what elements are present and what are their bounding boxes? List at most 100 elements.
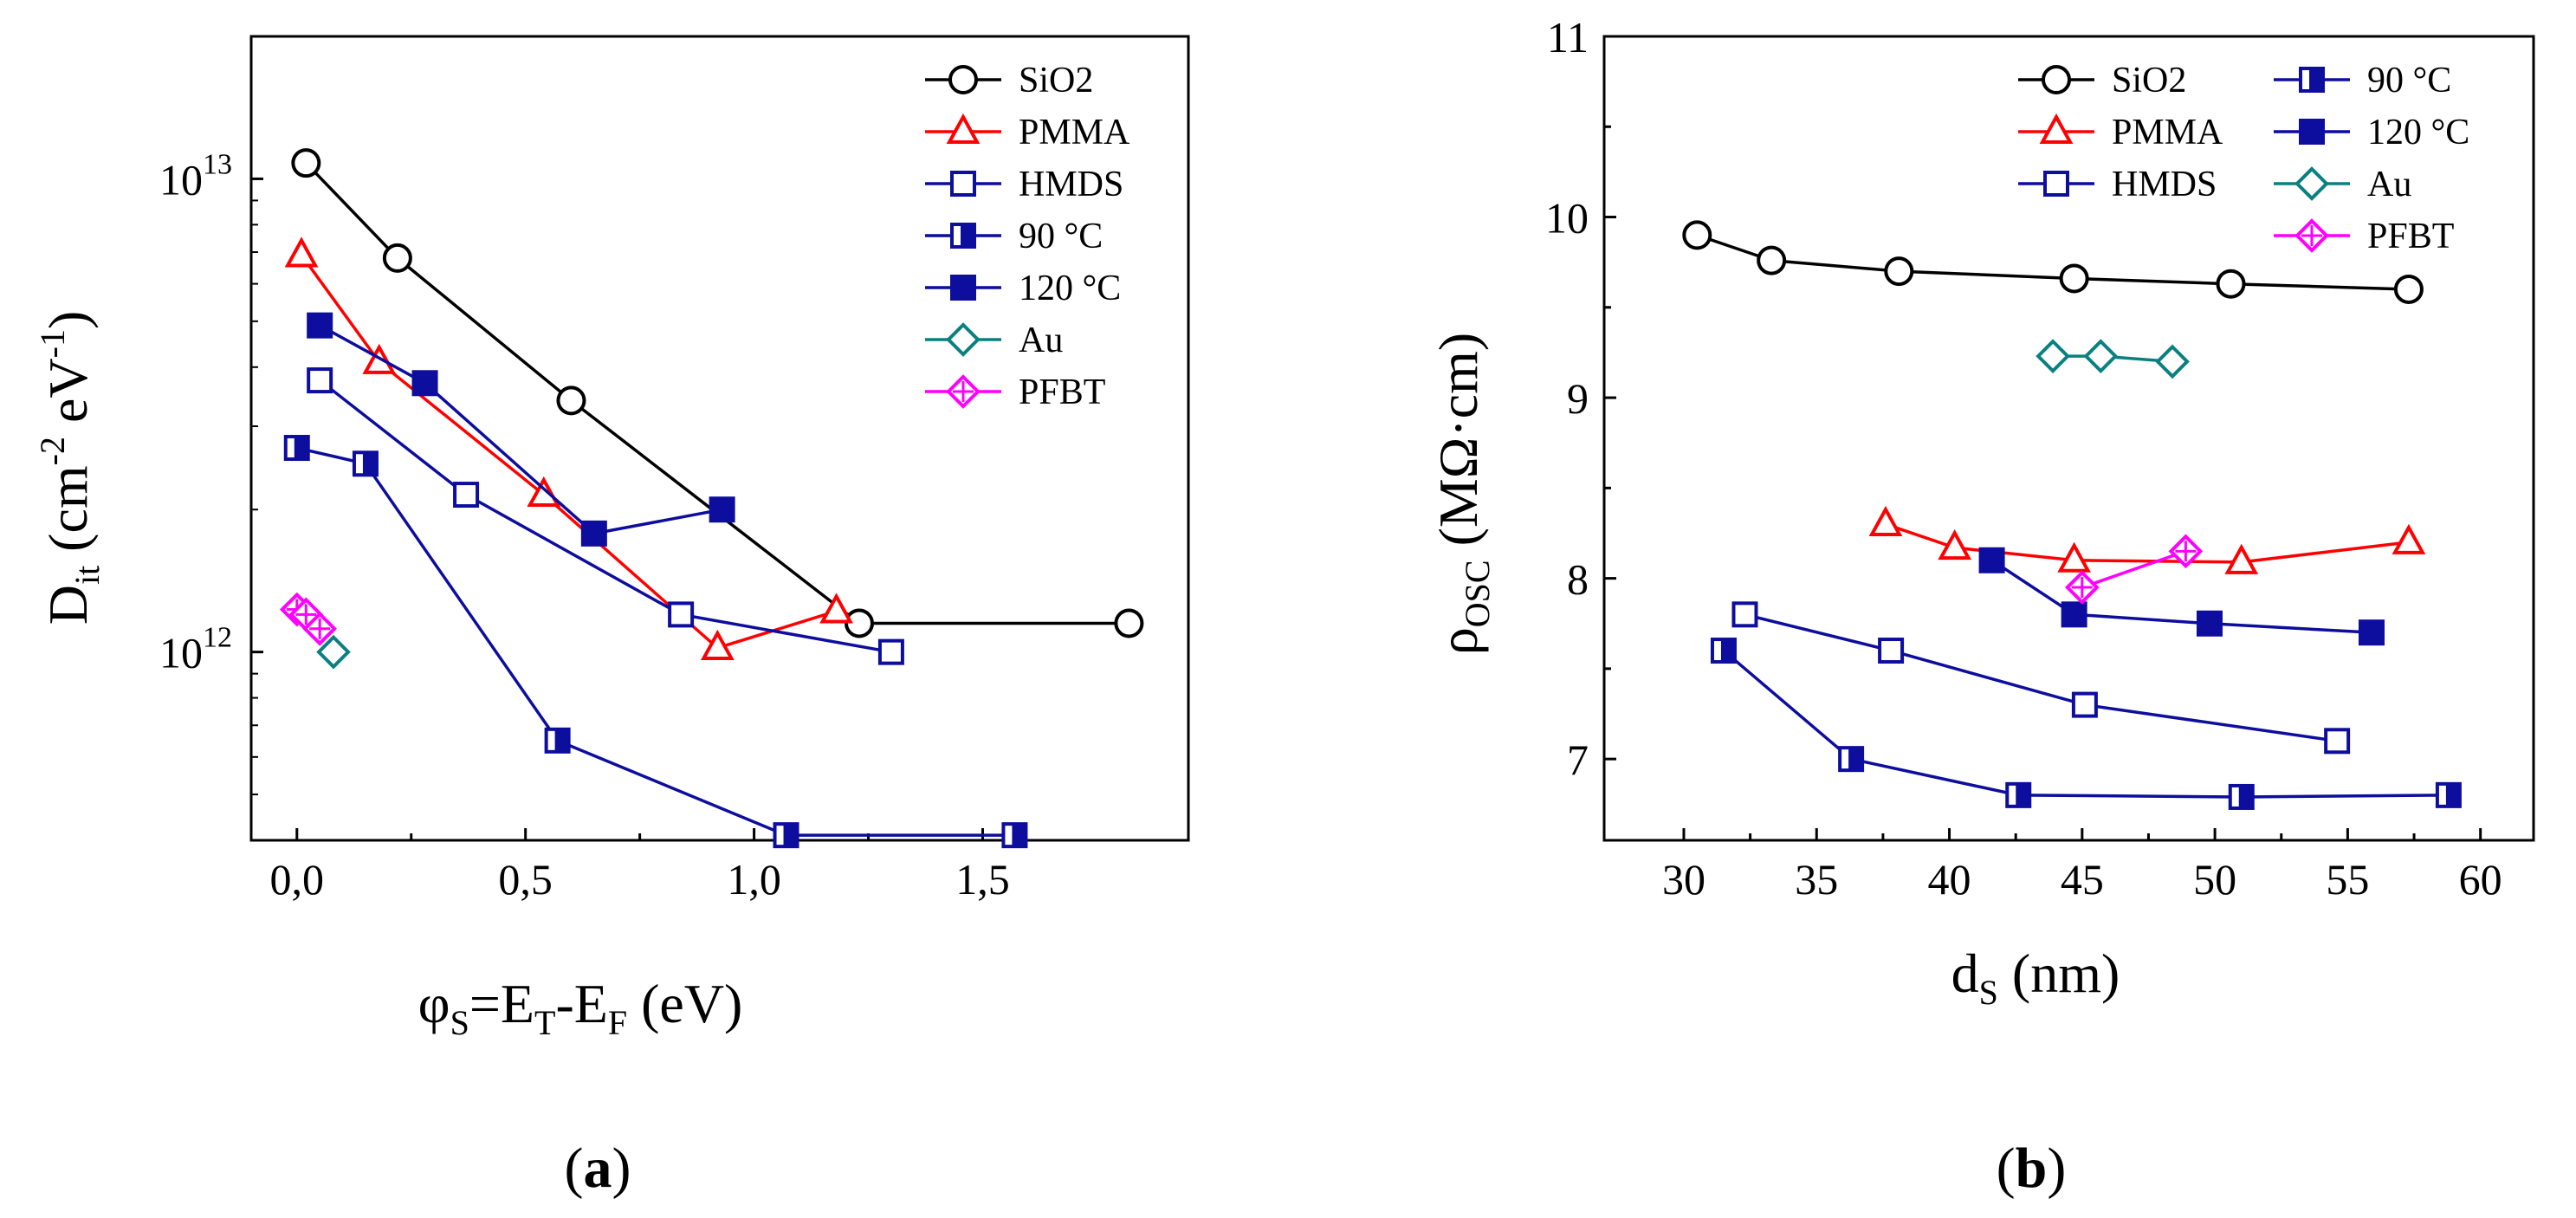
data-point	[362, 343, 397, 374]
y-tick-label: 9	[1567, 374, 1589, 423]
data-point	[382, 243, 412, 273]
legend-item-90-c: 90 °C	[2274, 61, 2451, 100]
legend-marker	[950, 223, 976, 249]
data-point	[1938, 529, 1972, 560]
series-pmma	[284, 236, 853, 660]
data-point	[709, 496, 735, 523]
data-point	[773, 822, 799, 849]
data-point	[700, 629, 735, 660]
data-point	[284, 236, 319, 268]
data-point	[307, 312, 333, 339]
series-sio2	[291, 148, 1144, 638]
legend-marker	[948, 65, 978, 94]
legend-label: 90 °C	[1019, 217, 1103, 256]
legend-label: SiO2	[1019, 61, 1093, 100]
data-point	[1682, 220, 1712, 250]
y-tick-label: 7	[1567, 735, 1589, 784]
data-point	[283, 435, 310, 462]
data-point	[1884, 256, 1914, 287]
legend-label: HMDS	[1019, 165, 1123, 204]
panel-b-plot-area: 30 35 40 45 50 55 60 7 8 9 10 11 SiO2 PMMA HMDS 90 °C 12…	[1545, 13, 2535, 904]
data-point	[580, 520, 607, 547]
series-120-c	[307, 312, 735, 547]
legend-item-au: Au	[2274, 165, 2411, 204]
data-point	[316, 634, 351, 670]
data-point	[1978, 547, 2005, 573]
data-point	[2324, 728, 2351, 755]
legend-marker	[2299, 67, 2325, 93]
legend-label: Au	[1019, 321, 1063, 360]
legend-label: PMMA	[2112, 113, 2223, 152]
panel-a-ylabel: Dit (cm-2 eV-1)	[33, 311, 107, 625]
panel-a-chart: 0,0 0,5 1,0 1,5 1013 1012 SiO2 PMMA HMDS 90 °C 120…	[33, 35, 1190, 1200]
legend-item-90-c: 90 °C	[925, 217, 1103, 256]
data-point	[2228, 783, 2255, 810]
legend-item-120-c: 120 °C	[2274, 113, 2469, 152]
legend-marker	[950, 171, 976, 197]
data-point	[2216, 269, 2246, 299]
data-point	[844, 608, 874, 638]
legend-marker	[946, 113, 981, 144]
legend-item-pmma: PMMA	[925, 113, 1130, 152]
legend-label: 90 °C	[2367, 61, 2451, 100]
panel-b-chart: 30 35 40 45 50 55 60 7 8 9 10 11 SiO2 PMMA HMDS 90 °C 12…	[1427, 13, 2535, 1200]
data-point	[1001, 822, 1028, 849]
legend-item-sio2: SiO2	[2018, 61, 2186, 100]
data-point	[1731, 601, 1758, 628]
legend-marker	[2294, 166, 2329, 201]
legend-label: PFBT	[1019, 373, 1105, 412]
panel-a-letter: a	[584, 1137, 612, 1200]
panel-a-label: (a)	[565, 1137, 631, 1200]
x-tick-label: 1,5	[955, 855, 1010, 904]
data-point	[2358, 619, 2385, 646]
data-point	[291, 148, 321, 178]
x-tick-label: 55	[2326, 855, 2369, 904]
data-point	[2392, 523, 2426, 554]
data-point	[2059, 263, 2089, 294]
legend-item-120-c: 120 °C	[925, 269, 1121, 308]
data-point	[1878, 638, 1905, 664]
panel-b-label: (b)	[1997, 1137, 2067, 1200]
series-line	[1990, 559, 2372, 634]
legend-marker	[2043, 171, 2069, 197]
legend-item-hmds: HMDS	[2018, 165, 2217, 204]
series-90-c	[283, 435, 1028, 849]
panel-a-plot-area: 0,0 0,5 1,0 1,5 1013 1012 SiO2 PMMA HMDS 90 °C 120…	[159, 35, 1190, 904]
data-point	[1757, 245, 1787, 275]
series-pmma	[1868, 505, 2426, 574]
data-point	[302, 611, 337, 646]
series-line	[319, 324, 722, 535]
series-hmds	[1731, 601, 2351, 755]
series-line	[1744, 612, 2338, 743]
data-point	[2071, 691, 2098, 718]
x-tick-label: 50	[2193, 855, 2236, 904]
data-point	[2155, 344, 2190, 379]
series-sio2	[1682, 220, 2424, 304]
y-tick-label: 11	[1547, 13, 1589, 62]
panel-b-ylabel: ρOSC (MΩ·cm)	[1427, 333, 1497, 655]
legend-marker	[2299, 119, 2325, 145]
data-point	[411, 370, 438, 397]
x-tick-label: 0,0	[270, 855, 325, 904]
data-point	[2083, 339, 2119, 373]
legend-item-pmma: PMMA	[2018, 113, 2223, 152]
legend-label: PFBT	[2367, 217, 2454, 256]
x-tick-label: 35	[1795, 855, 1838, 904]
y-tick-label: 10	[1545, 194, 1589, 243]
plot-frame	[249, 35, 1190, 842]
legend-label: Au	[2367, 165, 2411, 204]
data-point	[2061, 601, 2087, 628]
series-au	[2036, 339, 2190, 379]
legend-item-pfbt: PFBT	[925, 373, 1105, 412]
panel-b-letter: b	[2016, 1137, 2048, 1200]
series-line	[296, 446, 1015, 837]
series-pfbt	[2065, 534, 2204, 605]
legend-label: 120 °C	[1019, 269, 1121, 308]
legend-marker	[946, 374, 981, 409]
legend-item-sio2: SiO2	[925, 61, 1093, 100]
data-point	[2196, 610, 2223, 637]
data-point	[2224, 543, 2259, 574]
x-tick-label: 40	[1928, 855, 1971, 904]
data-point	[1868, 505, 1903, 537]
data-point	[1710, 638, 1737, 664]
